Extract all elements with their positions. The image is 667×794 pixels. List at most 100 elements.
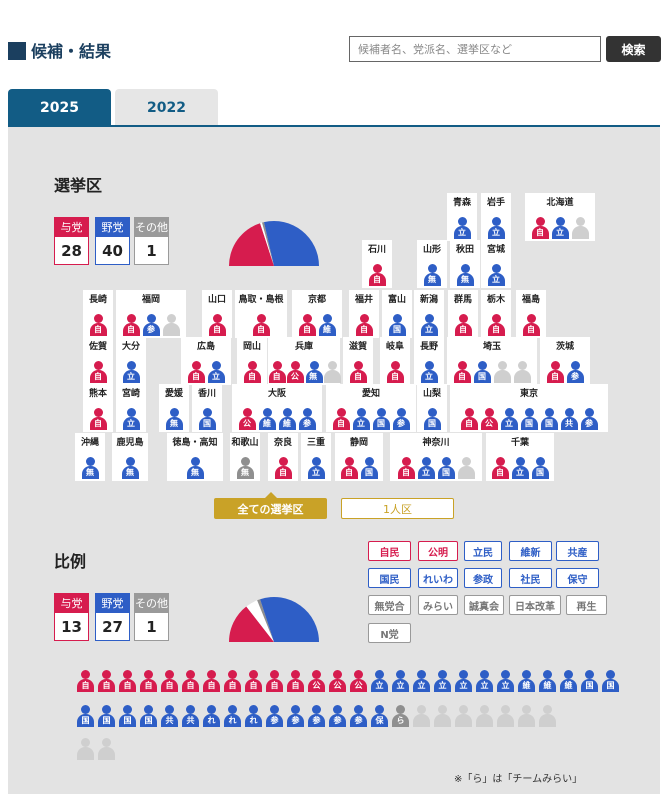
seat-icon: 参 (349, 705, 368, 727)
seat-icon: 自 (223, 670, 242, 692)
prefecture-box[interactable]: 千葉自 立 国 (486, 433, 554, 481)
prefecture-box[interactable]: 茨城自参 (540, 337, 590, 385)
selected-caret-icon (265, 492, 277, 498)
party-tag[interactable]: 国民 (368, 568, 411, 588)
seat-party-label: 国 (377, 419, 385, 428)
prefecture-box[interactable]: 福井自 (349, 290, 379, 338)
prefecture-box[interactable]: 和歌山無 (230, 433, 260, 481)
prefecture-box[interactable]: 岩手立 (481, 193, 511, 241)
prefecture-box[interactable]: 兵庫自公 無 (268, 337, 341, 385)
seat-icon: れ (223, 705, 242, 727)
prefecture-box[interactable]: 埼玉自国 (447, 337, 537, 385)
party-tag[interactable]: れいわ (418, 568, 458, 588)
prefecture-box[interactable]: 石川自 (362, 240, 392, 288)
prefecture-box[interactable]: 青森立 (447, 193, 477, 241)
seat-party-label: 自 (279, 468, 287, 477)
prefecture-name: 徳島・高知 (172, 438, 218, 448)
party-tag[interactable]: みらい (418, 595, 458, 615)
prefecture-box[interactable]: 長野立 (414, 337, 444, 385)
prefecture-box[interactable]: 秋田無 (450, 240, 480, 288)
prefecture-box[interactable]: 福島自 (516, 290, 546, 338)
prefecture-seats: 自公 無 (268, 361, 341, 383)
seat-party-label: 共 (165, 716, 174, 725)
seat-icon: 自 (265, 670, 284, 692)
prefecture-box[interactable]: 愛媛無 (159, 384, 189, 432)
search-button[interactable]: 検索 (606, 36, 661, 62)
prefecture-box[interactable]: 岐阜自 (380, 337, 410, 385)
seat-party-label: れ (228, 716, 237, 725)
party-tag[interactable]: 参政 (464, 568, 502, 588)
filter-single-seat-button[interactable]: 1人区 (341, 498, 454, 519)
prefecture-box[interactable]: 神奈川自 立 国 (390, 433, 482, 481)
party-tag[interactable]: 社民 (509, 568, 552, 588)
prefecture-box[interactable]: 宮城立 (481, 240, 511, 288)
prefecture-box[interactable]: 香川国 (192, 384, 222, 432)
seat-party-label: 立 (127, 419, 135, 428)
prefecture-box[interactable]: 大阪公 維 維 参 (232, 384, 322, 432)
prefecture-box[interactable]: 三重立 (301, 433, 331, 481)
section-square-icon (8, 42, 26, 60)
prefecture-seats: 自維 (292, 314, 342, 336)
district-ruling-count: 与党 28 (54, 217, 89, 265)
seat-icon: 公 (349, 670, 368, 692)
vacant-seat-icon (412, 705, 431, 727)
prefecture-box[interactable]: 栃木自 (481, 290, 511, 338)
prefecture-box[interactable]: 福岡自参 (116, 290, 186, 338)
filter-all-districts-button[interactable]: 全ての選挙区 (214, 498, 327, 519)
prefecture-box[interactable]: 東京自 公 立 国 国 共 参 (450, 384, 608, 432)
seat-icon: 国 (601, 670, 620, 692)
prefecture-box[interactable]: 長崎自 (83, 290, 113, 338)
prefecture-box[interactable]: 山口自 (202, 290, 232, 338)
party-tag[interactable]: 日本改革 (509, 595, 561, 615)
prefecture-name: 宮城 (486, 245, 505, 255)
vacant-seat-icon (513, 361, 532, 383)
party-tag[interactable]: 立民 (464, 541, 502, 561)
seat-party-label: 自 (354, 372, 362, 381)
party-tag[interactable]: 自民 (368, 541, 411, 561)
prefecture-name: 岩手 (486, 198, 505, 208)
seat-icon: 自 (187, 361, 206, 383)
prefecture-box[interactable]: 岡山自 (237, 337, 267, 385)
prefecture-name: 山形 (422, 245, 441, 255)
party-tag[interactable]: 保守 (556, 568, 599, 588)
tab-underline (8, 125, 660, 127)
party-tag[interactable]: 公明 (418, 541, 458, 561)
prefecture-box[interactable]: 鹿児島無 (112, 433, 148, 481)
prefecture-box[interactable]: 大分立 (116, 337, 146, 385)
search-input[interactable] (349, 36, 601, 62)
prefecture-box[interactable]: 熊本自 (83, 384, 113, 432)
prefecture-box[interactable]: 群馬自 (448, 290, 478, 338)
party-tag[interactable]: 共産 (556, 541, 599, 561)
prefecture-box[interactable]: 山形無 (417, 240, 447, 288)
tab-2022[interactable]: 2022 (115, 89, 218, 126)
prefecture-box[interactable]: 新潟立 (414, 290, 444, 338)
prefecture-box[interactable]: 滋賀自 (343, 337, 373, 385)
prefecture-box[interactable]: 鳥取・島根自 (235, 290, 287, 338)
prefecture-box[interactable]: 静岡自国 (335, 433, 383, 481)
prefecture-box[interactable]: 奈良自 (268, 433, 298, 481)
prefecture-box[interactable]: 沖縄無 (75, 433, 105, 481)
prefecture-name: 広島 (196, 342, 215, 352)
prefecture-box[interactable]: 徳島・高知無 (167, 433, 223, 481)
seat-party-label: 無 (461, 275, 469, 284)
prefecture-box[interactable]: 北海道自立 (525, 193, 595, 241)
prefecture-box[interactable]: 宮崎立 (116, 384, 146, 432)
prefecture-box[interactable]: 京都自維 (292, 290, 342, 338)
seat-party-label: 維 (323, 325, 331, 334)
party-tag[interactable]: N党 (368, 623, 411, 643)
prefecture-box[interactable]: 愛知自 立 国 参 (326, 384, 416, 432)
party-tag[interactable]: 誠真会 (464, 595, 504, 615)
seat-party-label: 公 (312, 681, 321, 690)
party-tag[interactable]: 無党合 (368, 595, 411, 615)
prefecture-box[interactable]: 広島自立 (181, 337, 231, 385)
seat-icon: 自 (453, 361, 472, 383)
party-tag[interactable]: 維新 (509, 541, 552, 561)
tab-2025[interactable]: 2025 (8, 89, 111, 126)
prefecture-box[interactable]: 山梨国 (417, 384, 447, 432)
seat-icon: 自 (139, 670, 158, 692)
prefecture-box[interactable]: 富山国 (382, 290, 412, 338)
party-tag[interactable]: 再生 (566, 595, 607, 615)
seat-icon: 自 (118, 670, 137, 692)
prefecture-box[interactable]: 佐賀自 (83, 337, 113, 385)
